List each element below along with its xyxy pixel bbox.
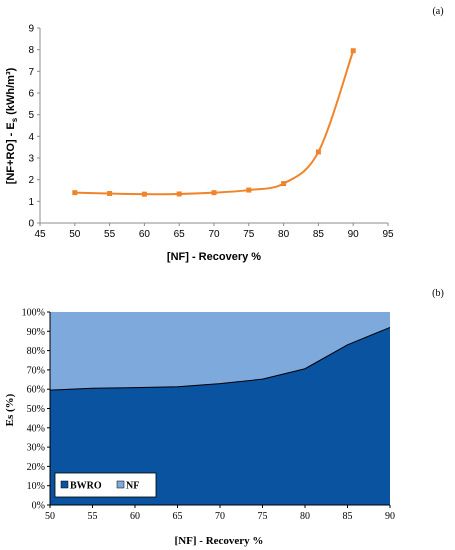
chart-a-x-tick-label: 85	[313, 229, 325, 240]
legend-swatch-nf	[116, 480, 125, 489]
legend-label-bwro: BWRO	[70, 481, 102, 492]
legend-label-nf: NF	[126, 481, 139, 492]
chart-a-data-point	[141, 191, 147, 197]
chart-b-x-tick-label: 70	[215, 511, 225, 522]
chart-b-y-tick-label: 40%	[27, 423, 45, 434]
chart-a-y-tick-label: 6	[28, 89, 34, 100]
chart-b-x-tick-label: 85	[343, 511, 353, 522]
chart-a-y-tick-label: 2	[28, 175, 34, 186]
chart-a-x-tick-label: 45	[34, 229, 46, 240]
chart-a-x-tick-label: 55	[104, 229, 116, 240]
legend-swatch-bwro	[60, 480, 69, 489]
legend-box	[54, 472, 157, 498]
chart-a-x-axis-label: [NF] - Recovery %	[167, 251, 261, 263]
chart-a-x-tick-label: 60	[139, 229, 151, 240]
chart-a-data-point	[72, 190, 78, 196]
chart-b-area-nf	[50, 312, 390, 391]
chart-b-x-tick-label: 75	[258, 511, 268, 522]
chart-b-y-tick-label: 90%	[27, 327, 45, 338]
chart-b-legend: BWRO NF	[54, 472, 157, 498]
chart-b-x-tick-label: 50	[45, 511, 55, 522]
chart-a-data-point	[281, 181, 287, 187]
chart-b-stacked-area: 0% 10% 20% 30% 40% 50% 60% 70% 80% 90% 100% 50 55 60 6…	[4, 308, 395, 548]
chart-b-y-tick-label: 60%	[27, 385, 45, 396]
chart-a-axes	[37, 27, 389, 226]
chart-a-y-tick-label: 9	[28, 24, 34, 35]
panel-label-a: (a)	[432, 6, 443, 17]
chart-a-x-tick-label: 65	[174, 229, 186, 240]
chart-a-y-tick-label: 3	[28, 154, 34, 165]
chart-a-y-tick-label: 5	[28, 110, 34, 121]
chart-a-x-tick-label: 50	[69, 229, 81, 240]
chart-a-x-tick-label: 90	[348, 229, 360, 240]
chart-a-x-tick-label: 80	[278, 229, 290, 240]
chart-a-x-tick-label: 75	[243, 229, 255, 240]
chart-a-x-tick-label: 95	[382, 229, 394, 240]
chart-a-y-tick-label: 8	[28, 45, 34, 56]
chart-a-y-tick-label: 4	[28, 132, 34, 143]
chart-b-y-tick-label: 10%	[27, 481, 45, 492]
chart-a-data-point	[246, 187, 252, 193]
chart-a-y-tick-label: 1	[28, 197, 34, 208]
chart-a-data-point	[315, 149, 321, 155]
chart-b-area-boundary	[49, 326, 391, 391]
chart-a-data-point	[350, 48, 356, 54]
chart-b-y-tick-label: 20%	[27, 462, 45, 473]
chart-b-x-tick-label: 60	[130, 511, 140, 522]
chart-b-y-tick-label: 0%	[32, 501, 45, 512]
chart-b-x-tick-label: 90	[385, 511, 395, 522]
chart-b-axes	[47, 311, 391, 508]
chart-a-y-tick-label: 0	[28, 219, 34, 230]
chart-a-y-tick-label: 7	[28, 67, 34, 78]
chart-b-y-tick-label: 80%	[27, 346, 45, 357]
chart-a-data-point	[107, 191, 113, 197]
chart-a-y-axis-label: [NF+RO] - Es (kWh/m³)	[5, 67, 19, 184]
chart-b-area-bwro	[50, 327, 390, 505]
chart-a-data-point	[176, 191, 182, 197]
chart-b-x-axis-label: [NF] - Recovery %	[175, 535, 264, 547]
chart-b-x-tick-label: 65	[173, 511, 183, 522]
chart-a-y-axis-label-sub: s	[10, 117, 19, 122]
chart-a-data-point	[211, 190, 217, 196]
chart-a-y-axis-label-main: [NF+RO] - E	[5, 122, 17, 184]
chart-b-y-tick-label: 50%	[27, 404, 45, 415]
chart-b-y-tick-label: 70%	[27, 365, 45, 376]
chart-b-x-tick-label: 80	[300, 511, 310, 522]
chart-b-areas	[49, 312, 391, 505]
chart-b-x-tick-label: 55	[88, 511, 98, 522]
chart-b-y-tick-label: 100%	[22, 308, 45, 319]
chart-a-x-tick-label: 70	[208, 229, 220, 240]
chart-b-tick-labels: 0% 10% 20% 30% 40% 50% 60% 70% 80% 90% 100% 50 55 60 6…	[22, 308, 395, 523]
chart-a-series	[72, 48, 356, 197]
chart-b-y-axis-label: Es (%)	[4, 393, 16, 426]
panel-label-b: (b)	[432, 288, 444, 299]
chart-a-series-line	[74, 50, 355, 196]
chart-a-y-axis-label-unit: (kWh/m³)	[5, 67, 17, 117]
chart-b-y-tick-label: 30%	[27, 443, 45, 454]
